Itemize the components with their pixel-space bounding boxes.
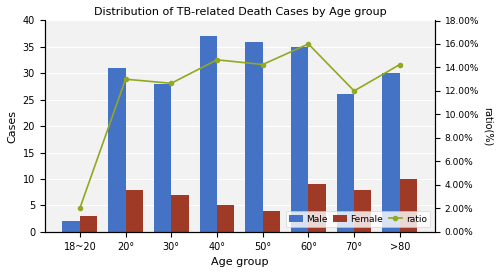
- Bar: [154, 84, 172, 232]
- ratio: [77, 207, 83, 210]
- Bar: [354, 190, 372, 232]
- ratio: [214, 58, 220, 61]
- Title: Distribution of TB-related Death Cases by Age group: Distribution of TB-related Death Cases b…: [94, 7, 386, 17]
- Bar: [62, 221, 80, 232]
- Bar: [308, 184, 326, 232]
- Bar: [80, 216, 97, 232]
- ratio: [260, 63, 266, 66]
- X-axis label: Age group: Age group: [211, 257, 268, 267]
- ratio: [351, 89, 357, 93]
- Bar: [291, 47, 308, 232]
- ratio: [122, 78, 128, 81]
- Bar: [200, 36, 217, 232]
- Bar: [262, 211, 280, 232]
- ratio: [306, 42, 312, 45]
- ratio: [168, 82, 174, 85]
- Bar: [382, 73, 400, 232]
- Bar: [126, 190, 143, 232]
- Bar: [246, 42, 262, 232]
- Legend: Male, Female, ratio: Male, Female, ratio: [286, 211, 430, 227]
- Y-axis label: Cases: Cases: [7, 110, 17, 143]
- Bar: [336, 95, 354, 232]
- Bar: [108, 68, 126, 232]
- Line: ratio: ratio: [78, 42, 402, 210]
- Bar: [400, 179, 417, 232]
- Y-axis label: ratio(%): ratio(%): [483, 107, 493, 146]
- Bar: [217, 206, 234, 232]
- ratio: [397, 63, 403, 66]
- Bar: [172, 195, 188, 232]
